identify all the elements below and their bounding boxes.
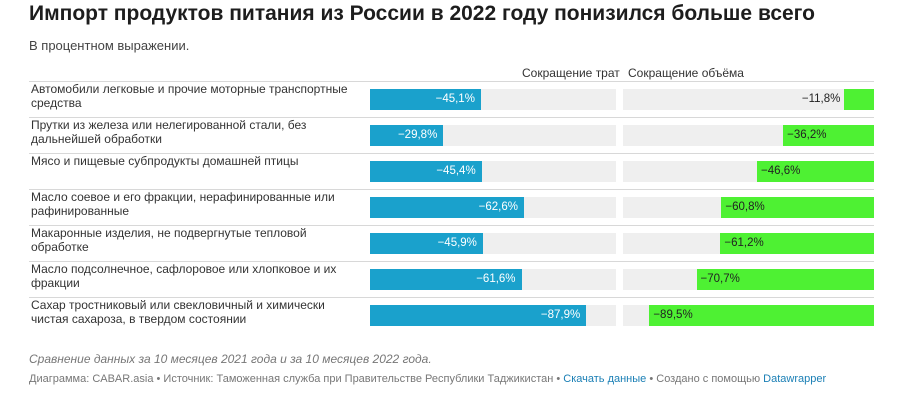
spend-bar (370, 197, 524, 218)
spend-bar (370, 233, 483, 254)
chart-row: Прутки из железа или нелегированной стал… (29, 117, 874, 154)
spend-bar (370, 161, 482, 182)
chart-title: Импорт продуктов питания из России в 202… (29, 2, 815, 25)
volume-value-label: −46,6% (761, 165, 801, 177)
spend-track: −87,9% (370, 305, 616, 326)
category-label: Автомобили легковые и прочие моторные тр… (31, 82, 348, 110)
chart-row: Автомобили легковые и прочие моторные тр… (29, 81, 874, 118)
spend-track: −45,4% (370, 161, 616, 182)
volume-track: −11,8% (623, 89, 874, 110)
volume-track: −60,8% (623, 197, 874, 218)
category-label: Прутки из железа или нелегированной стал… (31, 118, 307, 146)
volume-track: −89,5% (623, 305, 874, 326)
chart-row: Сахар тростниковый или свекловичный и хи… (29, 297, 874, 334)
download-data-link[interactable]: Скачать данные (563, 373, 647, 385)
spend-track: −45,9% (370, 233, 616, 254)
spend-value-label: −45,9% (437, 237, 477, 249)
chart-row: Мясо и пищевые субпродукты домашней птиц… (29, 153, 874, 190)
volume-value-label: −60,8% (725, 201, 765, 213)
spend-value-label: −29,8% (397, 129, 438, 141)
chart-row: Масло подсолнечное, сафлоровое или хлопк… (29, 261, 874, 298)
datawrapper-link[interactable]: Datawrapper (763, 373, 827, 385)
category-label: Масло соевое и его фракции, нерафинирова… (31, 190, 335, 218)
category-label: Макаронные изделия, не подвергнутые тепл… (31, 226, 307, 254)
volume-track: −61,2% (623, 233, 874, 254)
spend-track: −45,1% (370, 89, 616, 110)
chart-subtitle: В процентном выражении. (29, 38, 190, 53)
chart-note: Сравнение данных за 10 месяцев 2021 года… (29, 352, 432, 366)
chart-row: Масло соевое и его фракции, нерафинирова… (29, 189, 874, 226)
column-header-volume: Сокращение объёма (628, 66, 744, 80)
spend-bar (370, 125, 444, 146)
spend-value-label: −61,6% (476, 273, 516, 285)
credit-text: Диаграмма: CABAR.asia • Источник: Таможе… (29, 373, 564, 385)
spend-bar (370, 305, 587, 326)
volume-value-label: −70,7% (700, 273, 740, 285)
volume-bar (721, 197, 874, 218)
volume-bar (757, 161, 874, 182)
spend-value-label: −87,9% (540, 309, 581, 321)
volume-track: −70,7% (623, 269, 874, 290)
spend-value-label: −62,6% (478, 201, 518, 213)
volume-value-label: −89,5% (653, 309, 693, 321)
volume-bar (649, 305, 874, 326)
volume-value-label: −11,8% (801, 93, 841, 105)
column-header-spend: Сокращение трат (522, 66, 620, 80)
chart-row: Макаронные изделия, не подвергнутые тепл… (29, 225, 874, 262)
category-label: Масло подсолнечное, сафлоровое или хлопк… (31, 262, 337, 290)
category-label: Мясо и пищевые субпродукты домашней птиц… (31, 154, 299, 168)
spend-track: −62,6% (370, 197, 616, 218)
volume-value-label: −61,2% (724, 237, 764, 249)
volume-track: −36,2% (623, 125, 874, 146)
spend-track: −61,6% (370, 269, 616, 290)
credit-text-middle: • Создано с помощью (646, 373, 764, 385)
volume-bar (783, 125, 874, 146)
spend-bar (370, 269, 522, 290)
volume-value-label: −36,2% (787, 129, 827, 141)
volume-track: −46,6% (623, 161, 874, 182)
volume-bar (720, 233, 874, 254)
spend-track: −29,8% (370, 125, 616, 146)
chart-credits: Диаграмма: CABAR.asia • Источник: Таможе… (29, 373, 826, 385)
spend-value-label: −45,1% (435, 93, 475, 105)
spend-value-label: −45,4% (436, 165, 476, 177)
volume-bar (844, 89, 874, 110)
category-label: Сахар тростниковый или свекловичный и хи… (31, 298, 325, 326)
volume-bar (696, 269, 874, 290)
spend-bar (370, 89, 481, 110)
